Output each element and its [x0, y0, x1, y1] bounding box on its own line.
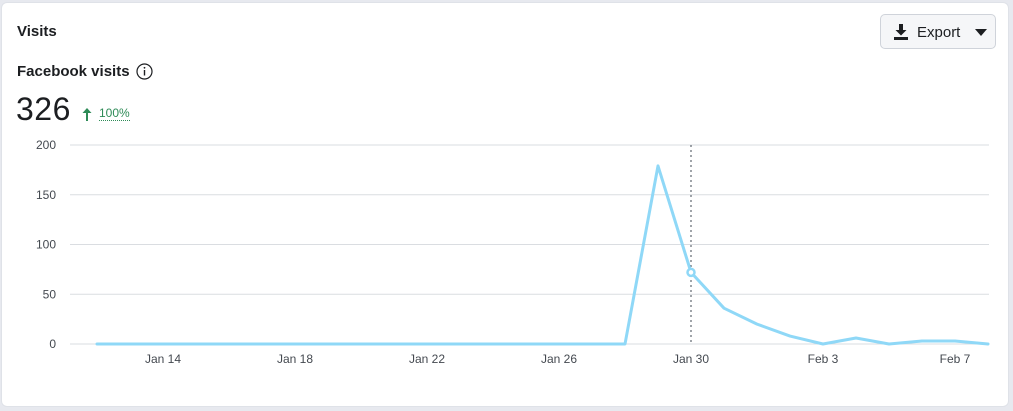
export-button[interactable]: Export — [880, 14, 996, 49]
x-tick-label: Jan 30 — [673, 352, 709, 366]
change-percent[interactable]: 100% — [99, 106, 130, 121]
y-tick-label: 200 — [36, 138, 56, 152]
x-tick-label: Feb 3 — [808, 352, 839, 366]
y-tick-label: 0 — [49, 337, 56, 351]
arrow-up-icon — [82, 107, 92, 121]
y-tick-label: 150 — [36, 188, 56, 202]
card-title: Visits — [17, 23, 57, 40]
x-tick-label: Jan 18 — [277, 352, 313, 366]
metric-value: 326 — [16, 91, 71, 127]
info-icon[interactable] — [135, 63, 153, 80]
y-tick-label: 50 — [43, 287, 57, 301]
y-tick-label: 100 — [36, 238, 56, 252]
hover-point-marker — [686, 267, 696, 278]
series-line-0 — [95, 164, 990, 346]
x-tick-label: Feb 7 — [940, 352, 971, 366]
caret-down-icon — [975, 29, 987, 36]
x-tick-label: Jan 26 — [541, 352, 577, 366]
x-tick-label: Jan 22 — [409, 352, 445, 366]
metric-label: Facebook visits — [17, 63, 153, 80]
metric-label-text: Facebook visits — [17, 63, 130, 80]
export-label: Export — [917, 24, 961, 41]
download-icon — [894, 24, 908, 40]
change-indicator: 100% — [82, 107, 130, 121]
x-tick-label: Jan 14 — [145, 352, 181, 366]
